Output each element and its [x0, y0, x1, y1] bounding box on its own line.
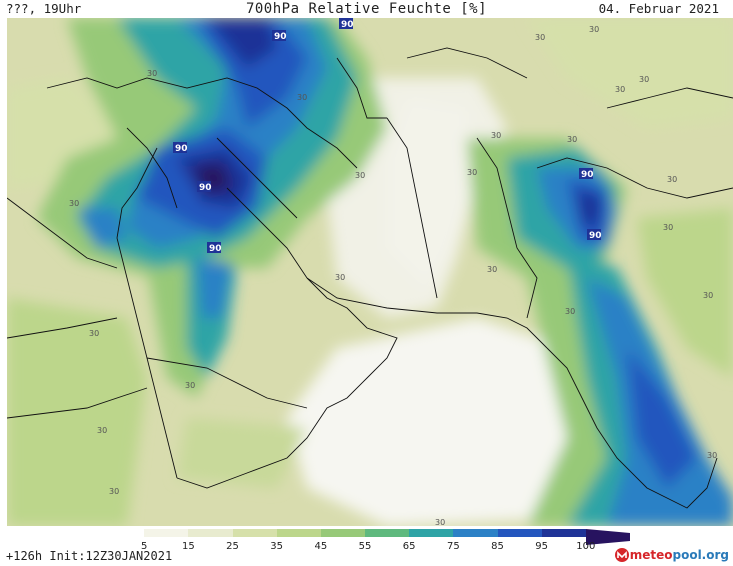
- colorbar-tick-label: 45: [314, 541, 328, 552]
- contour-label-90: 90: [197, 181, 212, 193]
- colorbar-segment: [453, 529, 498, 537]
- colorbar: [100, 529, 630, 545]
- svg-text:30: 30: [639, 75, 649, 84]
- svg-text:30: 30: [467, 168, 477, 177]
- colorbar-segment: [276, 529, 322, 537]
- svg-text:30: 30: [185, 381, 195, 390]
- svg-text:30: 30: [567, 135, 577, 144]
- svg-text:30: 30: [297, 93, 307, 102]
- colorbar-tick-label: 65: [402, 541, 416, 552]
- colorbar-segment: [320, 529, 366, 537]
- svg-text:30: 30: [435, 518, 445, 526]
- colorbar-tick-label: 85: [491, 541, 504, 552]
- colorbar-segment: [497, 529, 543, 537]
- colorbar-segment: [585, 529, 630, 545]
- svg-text:30: 30: [69, 199, 79, 208]
- colorbar-segment: [144, 529, 189, 537]
- colorbar-segment: [188, 529, 233, 537]
- coastlines: [7, 47, 733, 509]
- forecast-date: 04. Februar 2021: [598, 1, 719, 16]
- contour-label-90: 90: [579, 168, 594, 180]
- run-info: +126h Init:12Z30JAN2021: [6, 549, 173, 563]
- contour-labels: 90 90 90 90 90 90 90 30 30 30 30 30 30 3…: [69, 18, 717, 526]
- svg-text:30: 30: [109, 487, 119, 496]
- humidity-map: 90 90 90 90 90 90 90 30 30 30 30 30 30 3…: [7, 18, 733, 526]
- svg-text:30: 30: [565, 307, 575, 316]
- colorbar-tick-label: 95: [535, 541, 549, 552]
- svg-text:90: 90: [341, 20, 354, 30]
- map-title: 700hPa Relative Feuchte [%]: [245, 1, 488, 17]
- svg-text:30: 30: [97, 426, 107, 435]
- svg-text:30: 30: [335, 273, 345, 282]
- logo-text-meteo: meteo: [629, 548, 673, 562]
- colorbar-segment: [100, 529, 145, 537]
- svg-text:30: 30: [147, 69, 157, 78]
- svg-text:30: 30: [667, 175, 677, 184]
- svg-text:30: 30: [491, 131, 501, 140]
- contour-label-90: 90: [587, 229, 602, 241]
- svg-text:90: 90: [589, 231, 602, 241]
- svg-text:30: 30: [663, 223, 673, 232]
- forecast-day-label: ???, 19Uhr: [6, 1, 82, 16]
- colorbar-segment: [409, 529, 454, 537]
- colorbar-tick-label: 25: [226, 541, 239, 552]
- svg-text:90: 90: [175, 144, 188, 154]
- svg-text:90: 90: [581, 170, 594, 180]
- meteopool-logo[interactable]: meteo pool.org: [614, 544, 729, 566]
- colorbar-tick-label: 5: [140, 541, 148, 552]
- svg-text:30: 30: [487, 265, 497, 274]
- logo-text-pool: pool.org: [672, 548, 729, 562]
- colorbar-segment: [541, 529, 587, 537]
- contour-label-90: 90: [207, 242, 222, 254]
- svg-text:30: 30: [703, 291, 713, 300]
- svg-text:30: 30: [89, 329, 99, 338]
- colorbar-tick-label: 55: [358, 541, 372, 552]
- contour-label-90: 90: [339, 18, 354, 30]
- colorbar-tick-label: 100: [576, 541, 596, 552]
- svg-text:30: 30: [535, 33, 545, 42]
- svg-text:90: 90: [209, 244, 222, 254]
- colorbar-segment: [365, 529, 410, 537]
- contour-label-90: 90: [173, 142, 188, 154]
- svg-text:30: 30: [589, 25, 599, 34]
- colorbar-segment: [232, 529, 278, 537]
- svg-text:30: 30: [355, 171, 365, 180]
- colorbar-tick-label: 35: [270, 541, 284, 552]
- svg-text:90: 90: [199, 183, 212, 193]
- colorbar-tick-label: 75: [446, 541, 460, 552]
- svg-text:90: 90: [274, 32, 287, 42]
- svg-text:30: 30: [615, 85, 625, 94]
- colorbar-tick-label: 15: [181, 541, 195, 552]
- svg-text:30: 30: [707, 451, 717, 460]
- logo-icon: [614, 548, 629, 562]
- contour-label-90: 90: [272, 30, 287, 42]
